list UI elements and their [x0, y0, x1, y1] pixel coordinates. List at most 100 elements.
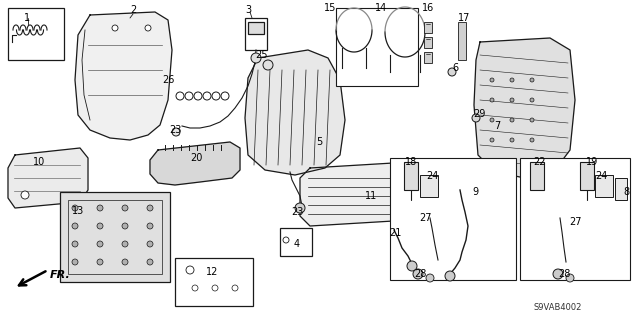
Circle shape: [283, 237, 289, 243]
Circle shape: [566, 274, 574, 282]
Polygon shape: [150, 142, 240, 185]
Text: 25: 25: [256, 50, 268, 60]
Bar: [404, 162, 418, 190]
Circle shape: [97, 241, 103, 247]
Polygon shape: [8, 148, 88, 208]
Text: 9: 9: [472, 187, 478, 197]
Text: 26: 26: [162, 75, 174, 85]
Bar: [175, 258, 253, 306]
Text: S9VAB4002: S9VAB4002: [534, 303, 582, 313]
Bar: [280, 228, 312, 256]
Bar: [60, 192, 170, 282]
Circle shape: [407, 261, 417, 271]
Bar: [615, 178, 627, 200]
Circle shape: [530, 138, 534, 142]
Text: 27: 27: [570, 217, 582, 227]
Text: 21: 21: [389, 228, 401, 238]
Text: 6: 6: [452, 63, 458, 73]
Circle shape: [553, 269, 563, 279]
Circle shape: [172, 128, 180, 136]
Circle shape: [251, 53, 261, 63]
Text: 3: 3: [245, 5, 251, 15]
Circle shape: [192, 285, 198, 291]
Circle shape: [21, 191, 29, 199]
Circle shape: [413, 269, 423, 279]
Circle shape: [295, 203, 305, 213]
Text: 12: 12: [206, 267, 218, 277]
Circle shape: [448, 68, 456, 76]
Text: 28: 28: [558, 269, 570, 279]
Text: 29: 29: [473, 109, 485, 119]
Bar: [520, 158, 630, 280]
Circle shape: [72, 259, 78, 265]
Text: 10: 10: [33, 157, 45, 167]
Bar: [424, 52, 432, 63]
Text: 13: 13: [72, 206, 84, 216]
Text: 23: 23: [169, 125, 181, 135]
Bar: [245, 18, 267, 50]
Circle shape: [530, 118, 534, 122]
Polygon shape: [300, 162, 420, 226]
Circle shape: [426, 274, 434, 282]
Circle shape: [72, 241, 78, 247]
Bar: [420, 175, 438, 197]
Circle shape: [510, 98, 514, 102]
Circle shape: [145, 25, 151, 31]
Bar: [580, 162, 594, 190]
Bar: [595, 175, 613, 197]
Circle shape: [530, 78, 534, 82]
Circle shape: [122, 205, 128, 211]
Circle shape: [147, 241, 153, 247]
Circle shape: [490, 118, 494, 122]
Text: 4: 4: [294, 239, 300, 249]
Text: 23: 23: [291, 207, 303, 217]
Bar: [336, 8, 418, 86]
Bar: [458, 22, 466, 60]
Circle shape: [122, 259, 128, 265]
Polygon shape: [75, 12, 172, 140]
Text: 18: 18: [405, 157, 417, 167]
Bar: [424, 37, 432, 48]
Bar: [424, 22, 432, 33]
Circle shape: [72, 223, 78, 229]
Circle shape: [97, 259, 103, 265]
Circle shape: [530, 98, 534, 102]
Polygon shape: [474, 38, 575, 178]
Circle shape: [186, 266, 194, 274]
Circle shape: [445, 271, 455, 281]
Text: 8: 8: [623, 187, 629, 197]
Text: 24: 24: [426, 171, 438, 181]
Text: 27: 27: [420, 213, 432, 223]
Text: 14: 14: [375, 3, 387, 13]
Text: 11: 11: [365, 191, 377, 201]
Circle shape: [72, 205, 78, 211]
Bar: [390, 158, 516, 280]
Circle shape: [122, 223, 128, 229]
Circle shape: [112, 25, 118, 31]
Text: 5: 5: [316, 137, 322, 147]
Circle shape: [147, 259, 153, 265]
Circle shape: [122, 241, 128, 247]
Circle shape: [147, 223, 153, 229]
Circle shape: [97, 205, 103, 211]
Text: 7: 7: [494, 121, 500, 131]
Text: 1: 1: [24, 13, 30, 23]
Bar: [248, 22, 264, 34]
Circle shape: [490, 78, 494, 82]
Circle shape: [212, 285, 218, 291]
Text: 16: 16: [422, 3, 434, 13]
Polygon shape: [245, 50, 345, 175]
Circle shape: [263, 60, 273, 70]
Text: 22: 22: [532, 157, 545, 167]
Circle shape: [147, 205, 153, 211]
Bar: [530, 162, 544, 190]
Circle shape: [490, 138, 494, 142]
Text: 28: 28: [414, 269, 426, 279]
Bar: [68, 200, 162, 274]
Text: 20: 20: [190, 153, 202, 163]
Bar: [8, 8, 64, 60]
Circle shape: [510, 78, 514, 82]
Text: 17: 17: [458, 13, 470, 23]
Circle shape: [490, 98, 494, 102]
Circle shape: [510, 138, 514, 142]
